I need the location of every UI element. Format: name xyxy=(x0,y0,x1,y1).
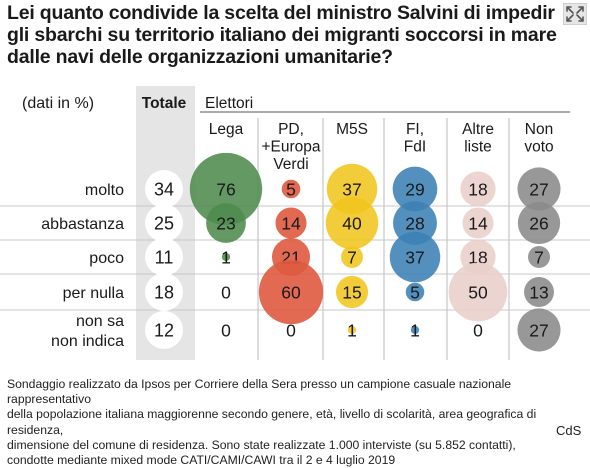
value-label: 27 xyxy=(529,180,548,200)
value-bubble xyxy=(206,203,246,243)
value-bubble xyxy=(524,277,554,307)
total-value-circle xyxy=(145,238,183,276)
column-header-line: M5S xyxy=(336,121,368,138)
value-label: 14 xyxy=(281,214,301,234)
column-header-line: PD, xyxy=(278,121,304,138)
value-label: 27 xyxy=(529,321,548,341)
value-bubble xyxy=(393,201,437,245)
value-label: 12 xyxy=(154,321,174,341)
value-label: 1 xyxy=(410,321,420,341)
value-bubble xyxy=(221,252,231,262)
value-label: 18 xyxy=(154,283,174,303)
value-bubble xyxy=(389,231,441,283)
total-value-circle xyxy=(145,170,183,208)
column-header-line: +Europa xyxy=(261,139,320,156)
value-label: 0 xyxy=(473,321,483,341)
value-bubble xyxy=(405,282,425,302)
value-label: 76 xyxy=(216,180,235,200)
column-header-line: FI, xyxy=(406,121,424,138)
value-label: 0 xyxy=(286,321,296,341)
value-label: 34 xyxy=(154,180,174,200)
row-label: non sa xyxy=(76,313,124,330)
value-label: 18 xyxy=(468,248,487,268)
row-label: molto xyxy=(85,182,124,199)
column-header-line: Lega xyxy=(209,121,244,138)
row-label: per nulla xyxy=(63,285,124,302)
value-label: 25 xyxy=(154,214,174,234)
bubble-table: (dati in %) Totale Elettori Lega PD,+EuropaV… xyxy=(0,86,590,360)
value-label: 37 xyxy=(342,180,361,200)
value-bubble xyxy=(275,207,307,239)
value-bubble xyxy=(335,275,369,309)
unit-label: (dati in %) xyxy=(22,95,94,112)
value-bubble xyxy=(325,196,379,250)
column-header-totale: Totale xyxy=(142,95,187,112)
value-label: 28 xyxy=(405,214,424,234)
row-label: poco xyxy=(89,250,124,267)
value-bubble xyxy=(347,325,357,335)
value-bubble xyxy=(189,152,263,226)
value-label: 1 xyxy=(347,321,357,341)
value-label: 13 xyxy=(529,283,548,303)
value-label: 29 xyxy=(405,180,424,200)
chart-title: Lei quanto condivide la scelta del minis… xyxy=(7,2,557,68)
value-label: 5 xyxy=(286,180,296,200)
column-header-line: FdI xyxy=(404,139,426,156)
value-bubble xyxy=(448,262,508,322)
value-label: 37 xyxy=(405,248,424,268)
column-header-line: voto xyxy=(524,139,553,156)
expand-icon[interactable] xyxy=(563,3,587,25)
total-value-circle xyxy=(145,204,183,242)
value-label: 0 xyxy=(221,321,231,341)
value-bubble xyxy=(517,308,561,352)
value-label: 7 xyxy=(534,248,544,268)
value-label: 11 xyxy=(155,248,174,268)
column-header-line: Altre xyxy=(462,121,494,138)
value-bubble xyxy=(517,167,561,211)
value-label: 23 xyxy=(216,214,235,234)
value-bubble xyxy=(462,207,494,239)
column-header-line: Non xyxy=(525,121,553,138)
value-bubble xyxy=(517,201,561,245)
value-label: 40 xyxy=(342,214,362,234)
value-bubble xyxy=(341,246,363,268)
group-label-elettori: Elettori xyxy=(205,95,253,112)
total-value-circle xyxy=(145,311,183,349)
value-label: 15 xyxy=(342,283,361,303)
value-label: 26 xyxy=(529,214,548,234)
row-label: non indica xyxy=(51,333,124,350)
row-label: abbastanza xyxy=(41,216,124,233)
value-label: 14 xyxy=(468,214,488,234)
value-bubble xyxy=(528,246,550,268)
value-label: 7 xyxy=(347,248,357,268)
source-label: CdS xyxy=(556,423,582,438)
value-label: 1 xyxy=(221,248,231,268)
column-header-line: Verdi xyxy=(273,156,308,173)
value-label: 60 xyxy=(281,283,301,303)
value-bubble xyxy=(460,171,496,207)
column-header-line: liste xyxy=(464,139,492,156)
footnote: Sondaggio realizzato da Ipsos per Corrie… xyxy=(7,377,537,468)
value-bubble xyxy=(410,325,420,335)
value-label: 0 xyxy=(221,283,231,303)
value-label: 18 xyxy=(468,180,487,200)
value-label: 50 xyxy=(468,283,488,303)
value-bubble xyxy=(392,166,438,212)
value-bubble xyxy=(258,259,324,325)
value-bubble xyxy=(281,179,301,199)
total-value-circle xyxy=(145,273,183,311)
value-label: 5 xyxy=(410,283,420,303)
